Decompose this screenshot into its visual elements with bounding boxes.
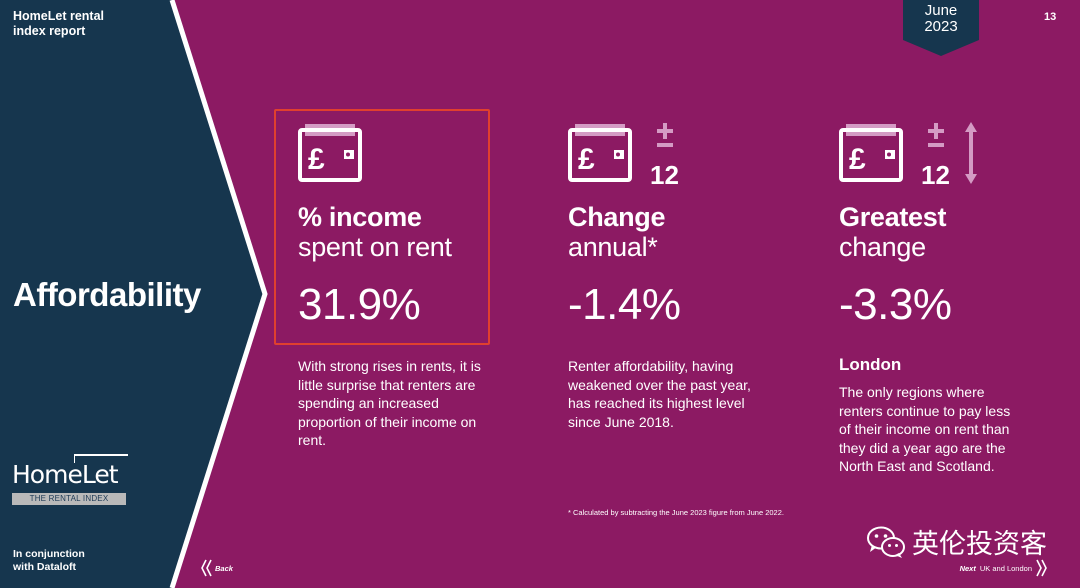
logo-subtitle: THE RENTAL INDEX	[12, 493, 126, 505]
wechat-icon	[867, 526, 905, 558]
watermark-text: 英伦投资客	[912, 529, 1047, 560]
report-date: June 2023	[924, 2, 958, 35]
logo-wordmark: HomeLet	[12, 460, 118, 489]
page-number: 13	[1044, 11, 1057, 23]
metric-value: -1.4%	[568, 280, 681, 329]
metric-annual-change: £ 12 Change annual* -1.4% Renter afforda…	[568, 118, 778, 431]
roof-icon	[74, 454, 128, 463]
section-title: Affordability	[13, 276, 201, 313]
metric-value: 31.9%	[298, 280, 421, 329]
report-title: HomeLet rental index report	[13, 9, 104, 38]
partner-credit: In conjunction with Dataloft	[13, 548, 85, 573]
wallet-pound-icon: £	[839, 124, 903, 182]
metric-greatest-change: £ 12 Greatest change -3.3% London The on…	[839, 118, 1049, 476]
metric-title: Change	[568, 202, 666, 232]
metric-title: Greatest	[839, 202, 947, 232]
svg-text:£: £	[849, 143, 866, 176]
back-link[interactable]: Back	[200, 558, 233, 578]
plus-minus-icon: 12	[650, 123, 679, 186]
metric-value: -3.3%	[839, 280, 952, 329]
metric-description: Renter affordability, having weakened ov…	[568, 358, 751, 430]
metric-subtitle: annual*	[568, 232, 658, 262]
next-label: Next	[959, 563, 976, 573]
homelet-logo: HomeLet THE RENTAL INDEX	[12, 454, 130, 505]
chevron-double-right-icon	[1036, 559, 1047, 577]
metric-subtitle: change	[839, 232, 926, 262]
metric-income-share: £ % income spent on rent 31.9% With stro…	[298, 118, 508, 450]
footnote: * Calculated by subtracting the June 202…	[568, 508, 784, 517]
date-badge	[903, 0, 979, 56]
back-label: Back	[215, 563, 233, 573]
wallet-pound-icon: £	[298, 124, 362, 182]
sidebar-panel	[0, 0, 268, 588]
metric-subtitle: spent on rent	[298, 232, 452, 262]
wallet-pound-icon: £	[568, 124, 632, 182]
up-down-arrow-icon	[965, 122, 977, 184]
svg-text:£: £	[578, 143, 595, 176]
metric-region: London	[839, 355, 902, 374]
months-badge: 12	[921, 160, 950, 186]
watermark: 英伦投资客	[866, 522, 1047, 561]
metric-title: % income	[298, 202, 422, 232]
metric-description: With strong rises in rents, it is little…	[298, 358, 481, 448]
months-badge: 12	[650, 160, 679, 186]
highlight-frame	[274, 109, 490, 345]
chevron-double-left-icon	[201, 559, 212, 577]
plus-minus-icon: 12	[921, 123, 950, 186]
svg-text:£: £	[308, 143, 325, 176]
next-description: UK and London	[979, 563, 1032, 573]
metric-description: The only regions where renters continue …	[839, 384, 1011, 474]
next-link[interactable]: Next UK and London	[960, 558, 1048, 578]
